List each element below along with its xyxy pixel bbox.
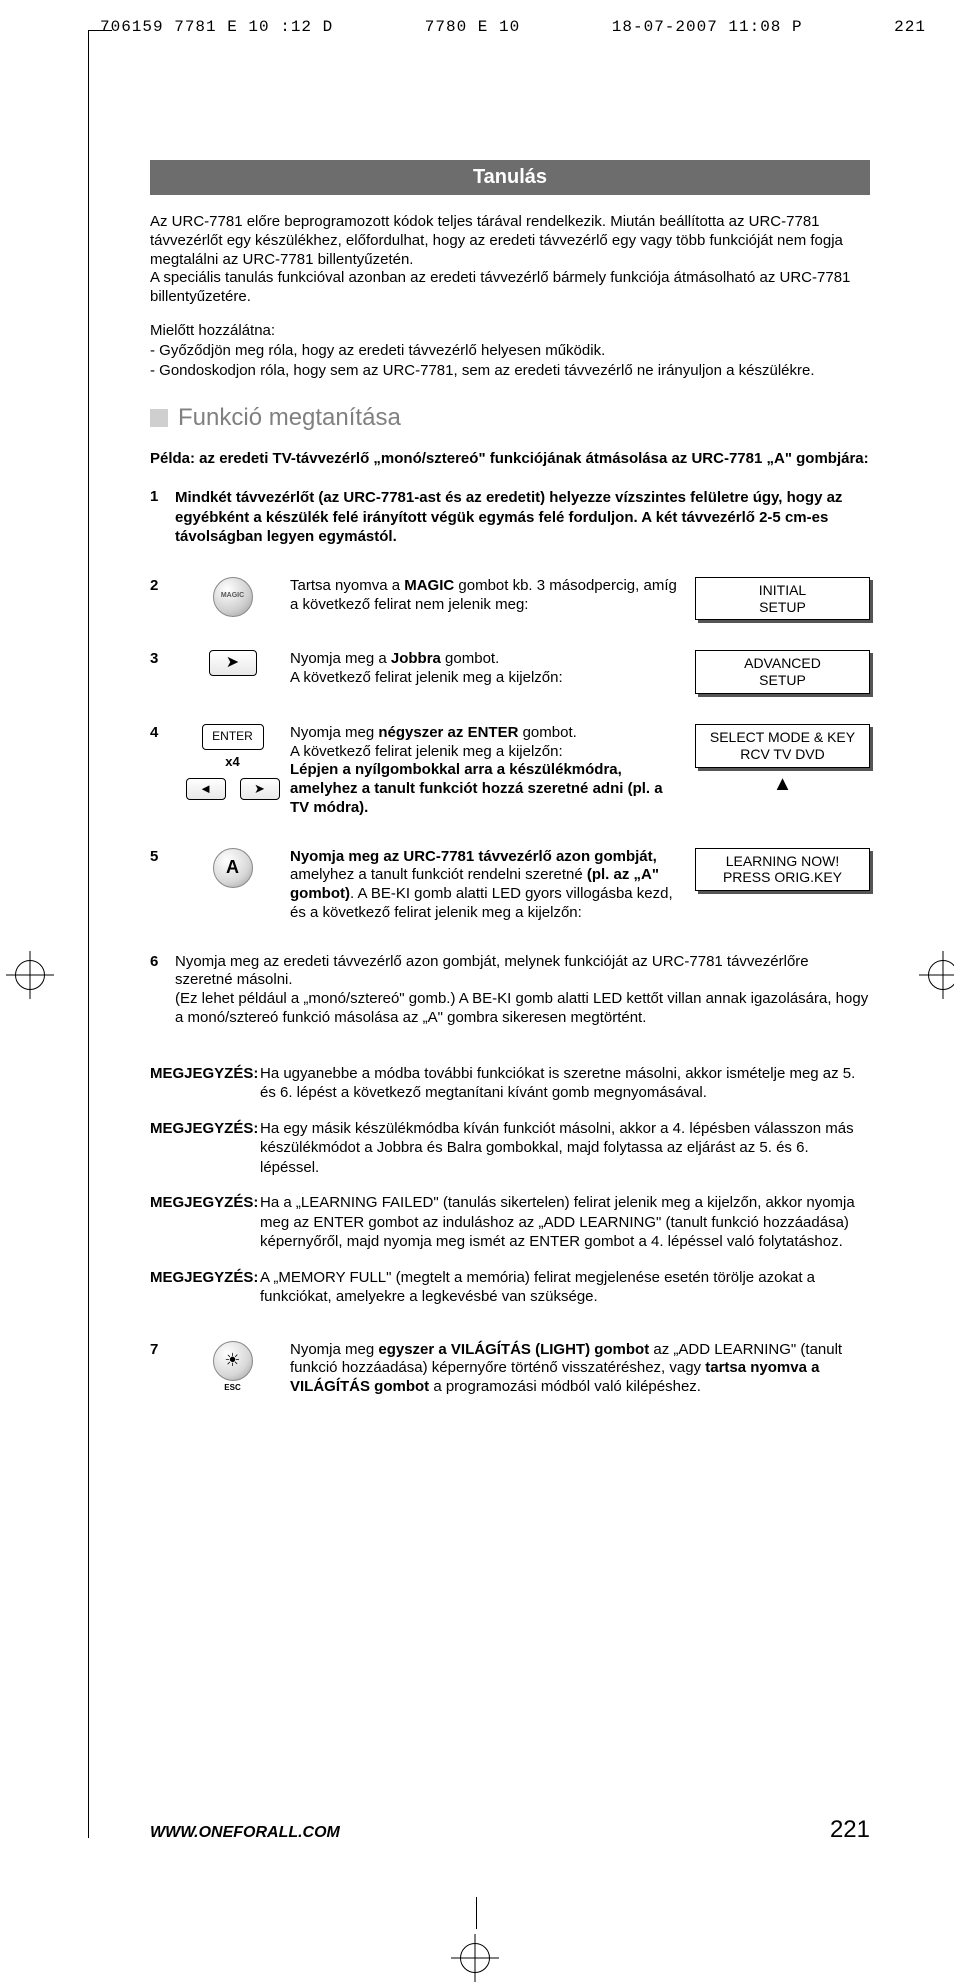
light-button-icon: ☀	[213, 1341, 253, 1381]
header-left: 706159 7781 E 10 :12 D	[100, 18, 333, 36]
step-6: 6 Nyomja meg az eredeti távvezérlő azon …	[150, 953, 870, 1028]
before-label: Mielőtt hozzálátna:	[150, 321, 870, 341]
esc-label: ESC	[175, 1383, 290, 1393]
print-header: 706159 7781 E 10 :12 D 7780 E 10 18-07-2…	[100, 18, 926, 36]
step-7: 7 ☀ ESC Nyomja meg egyszer a VILÁGÍTÁS (…	[150, 1341, 870, 1397]
crop-line-left	[88, 58, 89, 1838]
a-button-icon: A	[213, 848, 253, 888]
step-3: 3 ➤ Nyomja meg a Jobbra gombot. A követk…	[150, 650, 870, 694]
registration-mark-bottom	[460, 1943, 490, 1973]
step-text: Nyomja meg az eredeti távvezérlő azon go…	[175, 953, 870, 1028]
note-4: MEGJEGYZÉS: A „MEMORY FULL" (megtelt a m…	[150, 1268, 870, 1307]
step-text: Nyomja meg a Jobbra gombot. A következő …	[290, 650, 695, 694]
intro-paragraph-1: Az URC-7781 előre beprogramozott kódok t…	[150, 213, 870, 307]
step-1: 1 Mindkét távvezérlőt (az URC-7781-ast é…	[150, 488, 870, 547]
step-text: Nyomja meg az URC-7781 távvezérlő azon g…	[290, 848, 695, 923]
step-number: 6	[150, 953, 175, 1028]
registration-mark-left	[15, 960, 45, 990]
heading-square-icon	[150, 409, 168, 427]
example-label: Példa: az eredeti TV-távvezérlő „monó/sz…	[150, 450, 870, 469]
note-3: MEGJEGYZÉS: Ha a „LEARNING FAILED" (tanu…	[150, 1193, 870, 1252]
up-arrow-icon: ▲	[695, 772, 870, 797]
lcd-display: INITIAL SETUP	[695, 577, 870, 621]
step-text: Nyomja meg négyszer az ENTER gombot. A k…	[290, 724, 695, 818]
heading-text: Funkció megtanítása	[178, 404, 401, 432]
lcd-display: LEARNING NOW! PRESS ORIG.KEY	[695, 848, 870, 892]
header-mid: 7780 E 10	[425, 18, 520, 36]
step-2: 2 MAGIC Tartsa nyomva a MAGIC gombot kb.…	[150, 577, 870, 621]
before-bullet-2: - Gondoskodjon róla, hogy sem az URC-778…	[150, 361, 870, 381]
footer-page-number: 221	[830, 1816, 870, 1844]
right-arrow-button-icon: ➤	[209, 650, 257, 676]
step-number: 1	[150, 488, 175, 547]
note-2: MEGJEGYZÉS: Ha egy másik készülékmódba k…	[150, 1119, 870, 1178]
crop-tick-bottom	[476, 1897, 477, 1929]
step-number: 3	[150, 650, 175, 694]
crop-mark-tl	[88, 30, 112, 58]
step-number: 4	[150, 724, 175, 818]
step-number: 5	[150, 848, 175, 923]
header-date: 18-07-2007 11:08 P	[612, 18, 803, 36]
header-right: 221	[894, 18, 926, 36]
before-bullet-1: - Győződjön meg róla, hogy az eredeti tá…	[150, 341, 870, 361]
step-text: Tartsa nyomva a MAGIC gombot kb. 3 másod…	[290, 577, 695, 621]
before-start-block: Mielőtt hozzálátna: - Győződjön meg róla…	[150, 321, 870, 382]
step-text: Nyomja meg egyszer a VILÁGÍTÁS (LIGHT) g…	[290, 1341, 870, 1397]
lcd-display: SELECT MODE & KEY RCV TV DVD	[695, 724, 870, 768]
registration-mark-right	[928, 960, 954, 990]
step-4: 4 ENTER x4 ◄ ➤ Nyomja meg négyszer az EN…	[150, 724, 870, 818]
section-title-bar: Tanulás	[150, 160, 870, 195]
lcd-display: ADVANCED SETUP	[695, 650, 870, 694]
page-footer: WWW.ONEFORALL.COM 221	[150, 1816, 870, 1844]
step-5: 5 A Nyomja meg az URC-7781 távvezérlő az…	[150, 848, 870, 923]
footer-url: WWW.ONEFORALL.COM	[150, 1824, 340, 1842]
subsection-heading: Funkció megtanítása	[150, 404, 870, 432]
page-content: Tanulás Az URC-7781 előre beprogramozott…	[150, 160, 870, 1427]
step-number: 7	[150, 1341, 175, 1397]
note-1: MEGJEGYZÉS: Ha ugyanebbe a módba további…	[150, 1064, 870, 1103]
x4-label: x4	[175, 754, 290, 770]
right-arrow-button-icon: ➤	[240, 778, 280, 800]
magic-button-icon: MAGIC	[213, 577, 253, 617]
enter-button-icon: ENTER	[202, 724, 264, 750]
left-arrow-button-icon: ◄	[186, 778, 226, 800]
step-number: 2	[150, 577, 175, 621]
